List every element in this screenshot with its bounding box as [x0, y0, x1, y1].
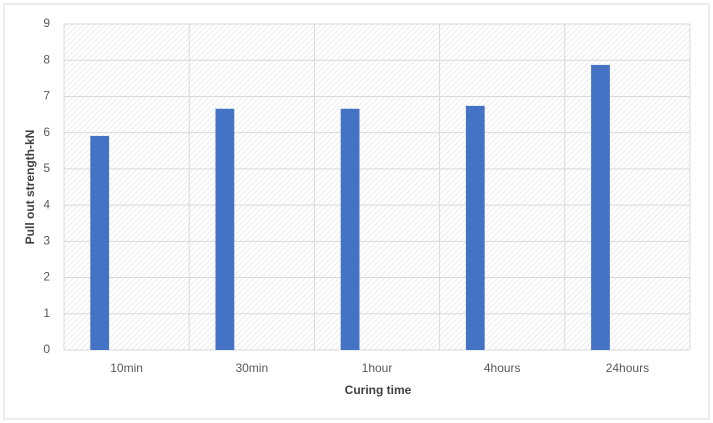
y-tick-label: 0: [43, 342, 50, 356]
y-tick-label: 8: [43, 52, 50, 66]
x-tick-label: 1hour: [362, 361, 393, 375]
x-tick-label: 24hours: [606, 361, 649, 375]
x-tick-label: 10min: [110, 361, 143, 375]
y-tick-label: 3: [43, 234, 50, 248]
x-tick-label: 4hours: [484, 361, 521, 375]
x-axis-title: Curing time: [345, 383, 412, 397]
bar: [340, 108, 360, 350]
plot-area: [64, 24, 690, 350]
y-tick-label: 7: [43, 89, 50, 103]
y-tick-label: 4: [43, 197, 50, 211]
bar: [90, 135, 110, 350]
bar: [465, 105, 485, 351]
bar: [591, 64, 610, 350]
bar: [215, 108, 235, 350]
y-axis-title: Pull out strength-kN: [23, 130, 37, 245]
y-tick-label: 9: [43, 16, 50, 30]
y-tick-label: 1: [43, 306, 50, 320]
y-tick-label: 5: [43, 161, 50, 175]
y-tick-label: 2: [43, 270, 50, 284]
y-tick-label: 6: [43, 125, 50, 139]
x-tick-label: 30min: [235, 361, 268, 375]
